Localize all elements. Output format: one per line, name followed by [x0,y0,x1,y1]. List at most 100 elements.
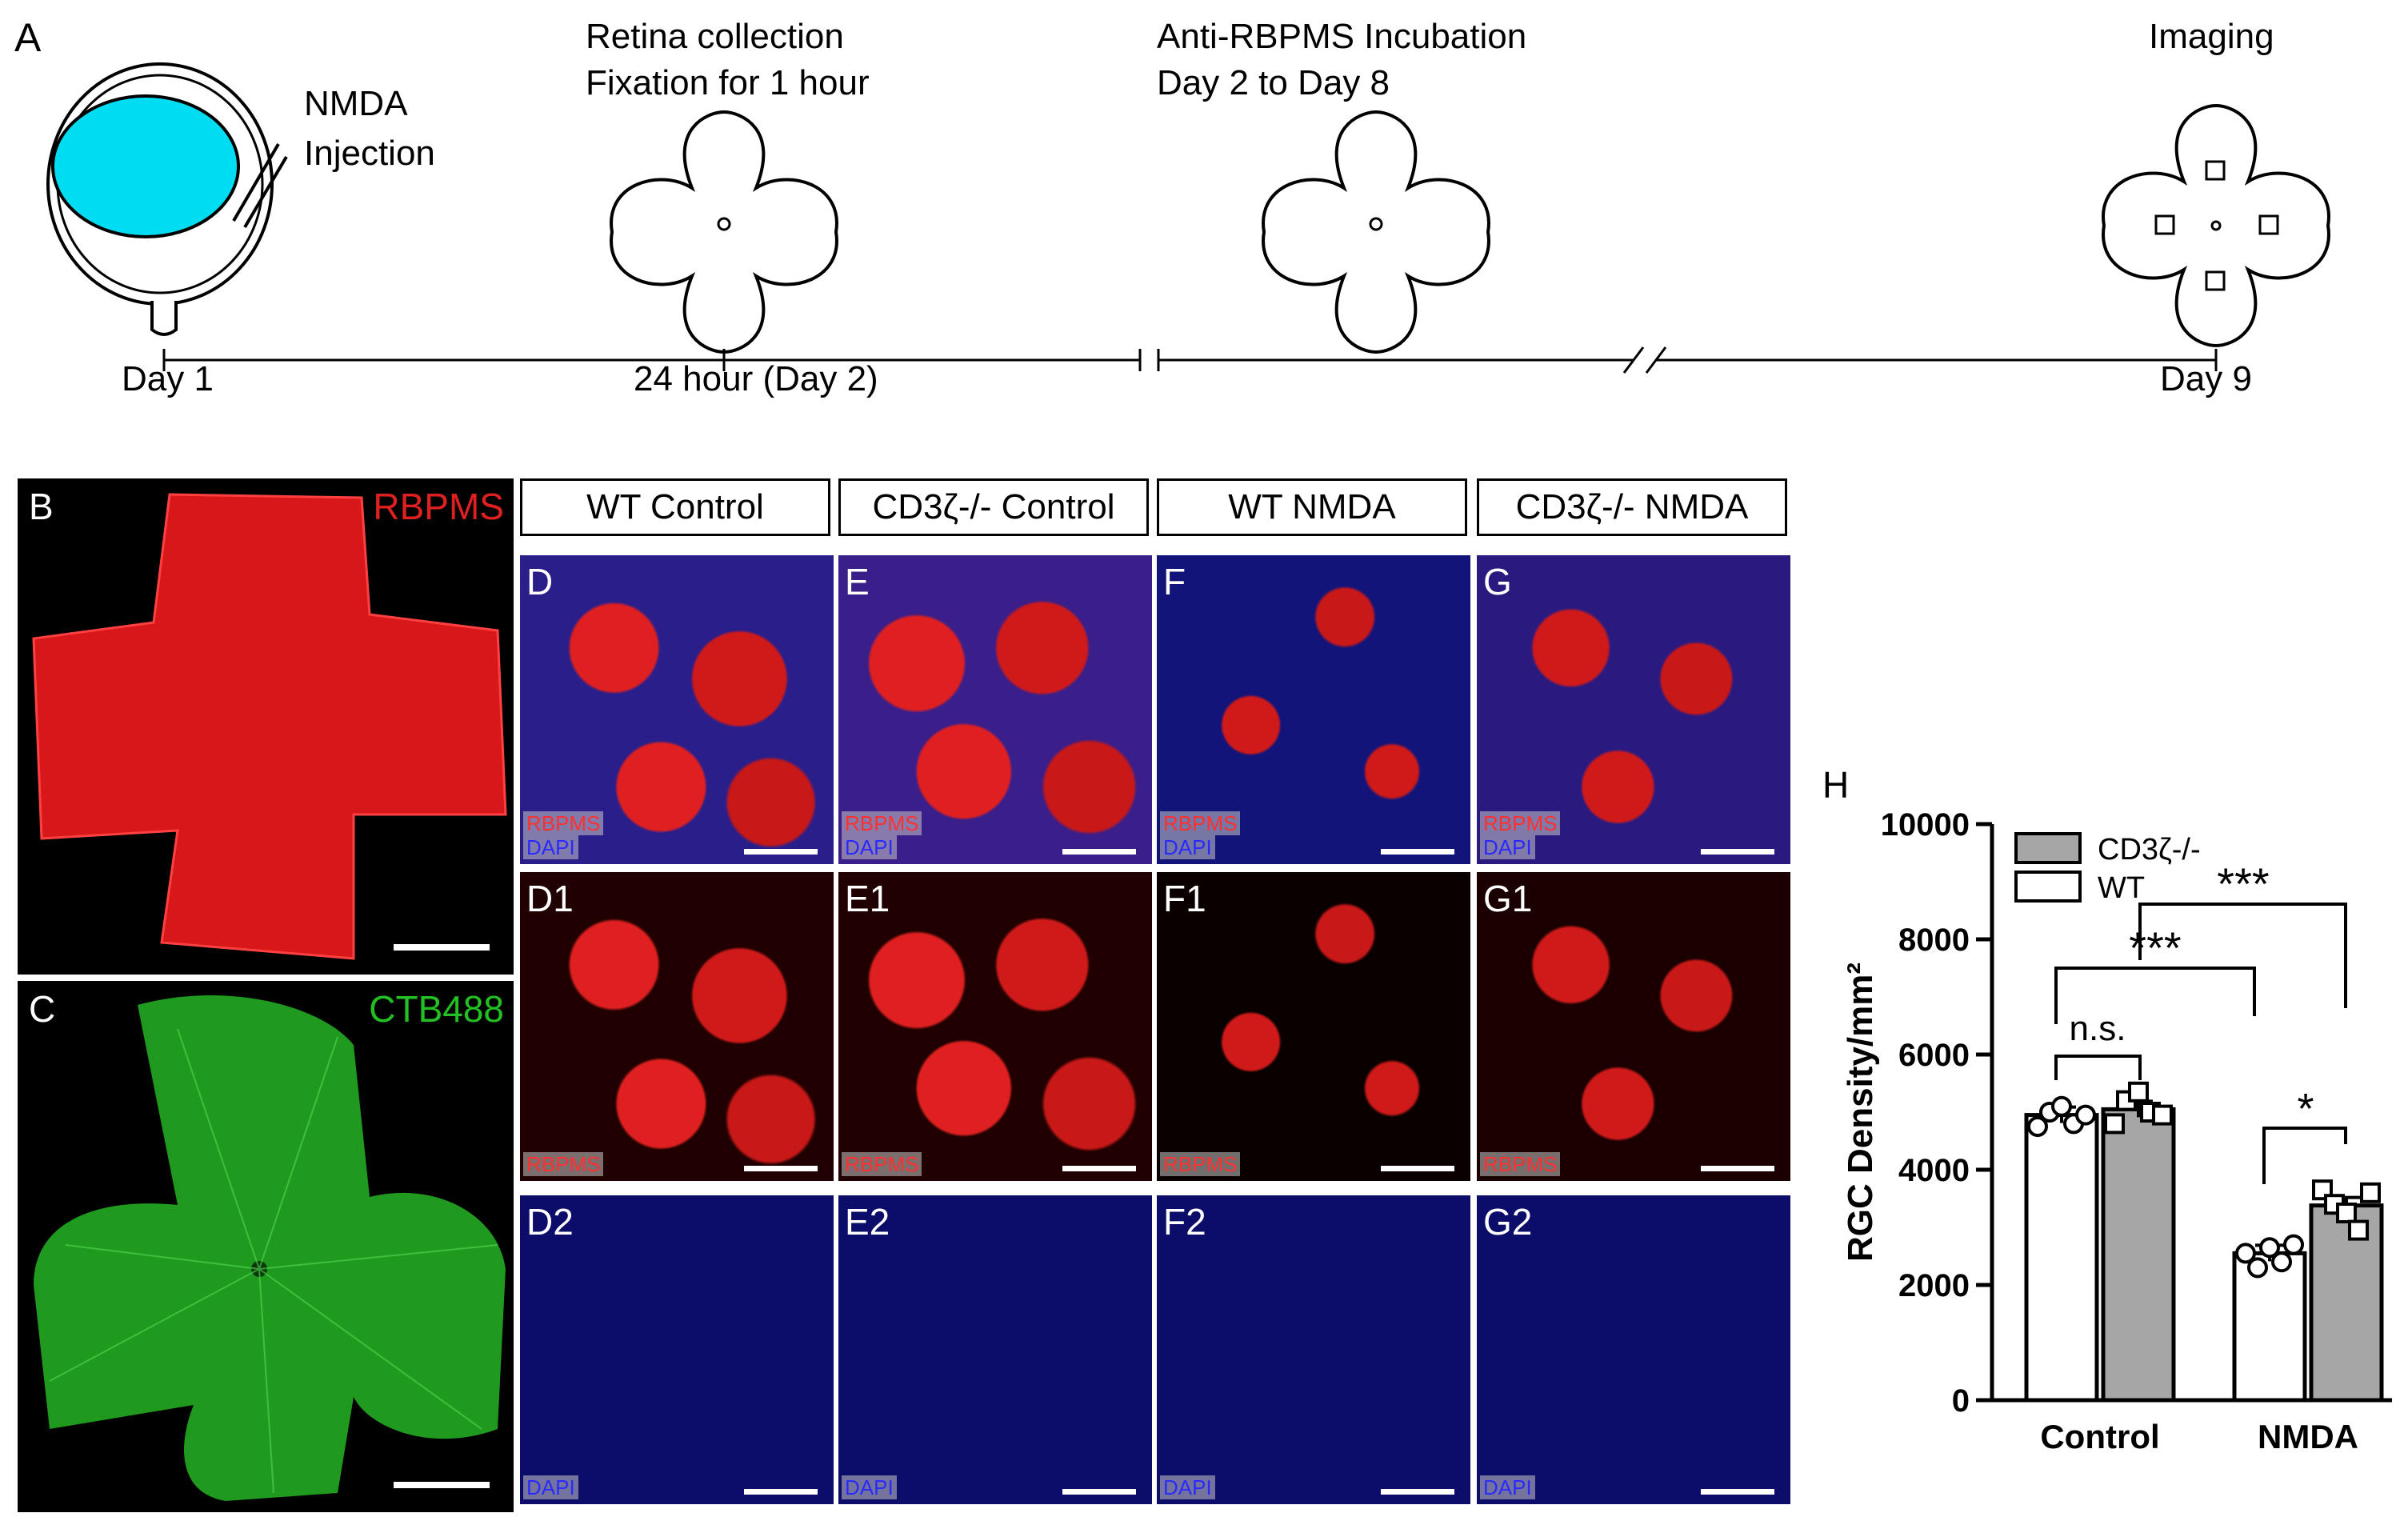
tag-dapi: DAPI [523,835,578,859]
legend-label-cd3: CD3ζ-/- [2098,833,2201,867]
data-point-wt [2075,1104,2096,1126]
scale-bar [1701,1489,1774,1495]
scale-bar [1701,849,1774,855]
panel-b-stain-label: RBPMS [373,486,504,527]
micrograph-g2: G2 DAPI [1477,1195,1790,1504]
x-tick-label: Control [2040,1418,2159,1455]
tag-dapi: DAPI [842,835,897,859]
eye-icon [46,62,274,336]
y-tick-label: 0 [1952,1383,1970,1419]
scale-bar [1381,849,1454,855]
micrograph-g1: G1 RBPMS [1477,872,1790,1181]
micrograph-letter: G2 [1483,1201,1533,1243]
micrograph-f2: F2 DAPI [1157,1195,1470,1504]
micrograph-f1: F1 RBPMS [1157,872,1470,1181]
panel-c-stain-label: CTB488 [369,988,504,1030]
tick-24h: 24 hour (Day 2) [634,359,878,398]
tag-rbpms: RBPMS [842,811,922,835]
inject-label-2: Injection [304,134,435,173]
step3-label-1: Anti-RBPMS Incubation [1157,17,1527,56]
step2-label-2: Fixation for 1 hour [586,63,870,102]
panel-b: B RBPMS [18,478,514,975]
panel-c: C CTB488 [18,981,514,1512]
y-tick-label: 2000 [1898,1268,1970,1303]
bracket-star3a [2054,967,2256,1024]
tag-dapi: DAPI [1480,1475,1535,1499]
x-tick-label: NMDA [2258,1418,2358,1455]
tag-rbpms: RBPMS [1160,1152,1241,1176]
micrograph-letter: F1 [1163,878,1206,919]
panel-letter-a: A [14,15,42,60]
micrograph-letter: D [526,561,554,602]
data-point-cd3 [2360,1182,2381,1203]
rgc-density-chart: 0 2000 4000 6000 8000 10000 RGC Density/mm² Con… [1841,807,2392,1455]
micrograph-letter: D1 [526,878,574,919]
data-point-wt [2271,1251,2292,1273]
panel-letter-c: C [29,988,56,1030]
scale-bar [1381,1166,1454,1171]
tag-dapi: DAPI [1160,835,1215,859]
panel-c-image [34,995,506,1501]
scale-bar [1381,1489,1454,1495]
micrograph-f: F RBPMS DAPI [1157,555,1470,864]
micrograph-e: E RBPMS DAPI [838,555,1152,864]
scale-bar [744,1489,818,1495]
y-tick-label: 8000 [1898,923,1970,958]
data-point-wt [2235,1243,2256,1264]
data-point-wt [2027,1116,2048,1137]
scale-bar [744,1166,818,1171]
micrograph-letter: G1 [1483,878,1533,919]
retina-flatmount-2 [610,110,838,354]
step3-label-2: Day 2 to Day 8 [1157,63,1390,102]
data-point-cd3 [2128,1081,2149,1103]
bracket-star [2262,1127,2347,1184]
bar-cd3-nmda [2309,1203,2384,1403]
micrograph-letter: F [1163,561,1186,602]
retina-flatmount-3 [1262,110,1490,354]
tag-dapi: DAPI [523,1475,578,1499]
y-tick-label: 10000 [1881,807,1970,843]
micrograph-d: D RBPMS DAPI [520,555,834,864]
header-cd3-nmda: CD3ζ-/- NMDA [1477,478,1787,536]
panel-a-drawing [46,62,2330,374]
tick-day1: Day 1 [122,359,214,398]
panel-letter-b: B [29,486,54,527]
data-point-wt [2247,1257,2268,1279]
header-cd3-control: CD3ζ-/- Control [838,478,1149,536]
legend-label-wt: WT [2098,871,2145,905]
annotation-star3b: *** [2217,859,2269,909]
scale-bar [394,944,490,951]
panel-letter-h: H [1822,764,1850,806]
scale-bar [1062,849,1136,855]
micrograph-letter: F2 [1163,1201,1206,1243]
step2-label-1: Retina collection [586,17,844,56]
scale-bar [394,1482,490,1488]
scale-bar [744,849,818,855]
annotation-star3a: *** [2129,923,2181,973]
retina-flatmount-4 [2102,103,2330,348]
data-point-wt [2283,1234,2304,1255]
micrograph-g: G RBPMS DAPI [1477,555,1790,864]
micrograph-e1: E1 RBPMS [838,872,1152,1181]
tag-dapi: DAPI [1480,835,1535,859]
tag-rbpms: RBPMS [842,1152,922,1176]
micrograph-d1: D1 RBPMS [520,872,834,1181]
bracket-star3b [2138,903,2347,1008]
header-wt-control: WT Control [520,478,830,536]
data-point-wt [2051,1095,2072,1117]
scale-bar [1062,1166,1136,1171]
timeline [162,346,2218,374]
legend-swatch-wt [2014,871,2082,903]
micrograph-letter: E [845,561,870,602]
micrograph-d2: D2 DAPI [520,1195,834,1504]
y-axis-label: RGC Density/mm² [1841,963,1880,1262]
tick-day9: Day 9 [2160,359,2252,398]
tag-rbpms: RBPMS [1480,811,1561,835]
bar-wt-nmda [2232,1251,2307,1403]
micrograph-letter: E2 [845,1201,890,1243]
micrograph-letter: D2 [526,1201,574,1243]
y-tick-label: 4000 [1898,1153,1970,1188]
scale-bar [1701,1166,1774,1171]
tag-dapi: DAPI [1160,1475,1215,1499]
bar-cd3-control [2101,1107,2176,1403]
